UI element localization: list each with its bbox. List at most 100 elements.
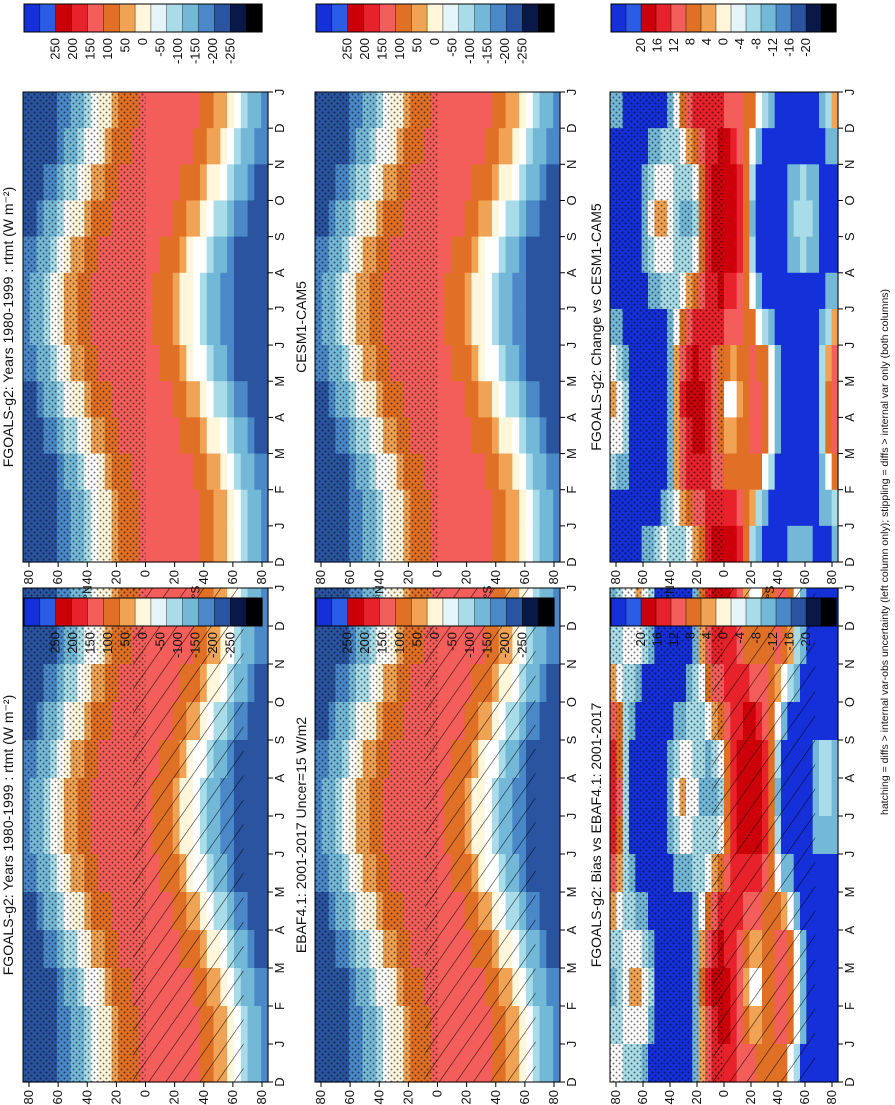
stippling-overlay (315, 588, 438, 1082)
heat-cell (762, 128, 769, 165)
lat-tick-label: 40 (79, 570, 94, 584)
heat-cell (774, 236, 782, 274)
heat-cell (485, 417, 493, 455)
heat-cell (512, 92, 520, 129)
month-tick-label: M (272, 963, 287, 974)
heat-cell (831, 128, 839, 165)
heat-cell (806, 92, 814, 129)
month-tick-label: O (564, 697, 579, 707)
colorbar-tick-label: -50 (444, 632, 459, 651)
heat-cell (743, 453, 750, 491)
heat-cell (254, 345, 262, 382)
heat-cell (743, 272, 750, 310)
heat-cell (825, 272, 833, 310)
heat-cell (774, 489, 782, 527)
colorbar-swatch (610, 597, 627, 627)
heat-cell (261, 381, 269, 418)
heat-cell (498, 489, 507, 527)
heat-cell (172, 128, 181, 165)
colorbar-frame (610, 3, 837, 33)
heat-cell (787, 272, 795, 310)
heat-cell (159, 345, 167, 382)
heat-cell (145, 489, 153, 527)
heat-cell (261, 308, 269, 346)
month-tick-label: D (272, 621, 287, 630)
colorbar-swatch (198, 3, 216, 33)
heat-cell (825, 453, 833, 491)
stippling-overlay (315, 92, 438, 562)
heat-cell (755, 164, 763, 202)
panel-title: FGOALS-g2: Bias vs EBAF4.1: 2001-2017 (588, 702, 604, 967)
heat-cell (193, 164, 201, 202)
heat-cell (532, 92, 541, 129)
heat-cell (505, 92, 513, 129)
heat-cell (755, 272, 763, 310)
heat-cell (553, 92, 561, 129)
colorbar-swatch (820, 3, 837, 33)
heat-cell (254, 778, 262, 817)
heat-cell (743, 417, 750, 455)
colorbar-swatch (166, 3, 184, 33)
month-tick-label: M (272, 376, 287, 387)
heat-cell (186, 345, 194, 382)
heat-cell (806, 308, 814, 346)
heat-cell (145, 164, 153, 202)
heat-cell (213, 128, 221, 165)
heat-cell (498, 308, 507, 346)
heat-cell (512, 164, 520, 202)
heat-cell (186, 308, 194, 346)
colorbar-tick-label: 20 (633, 38, 648, 52)
heat-cell (471, 453, 479, 491)
lat-tick-label: 80 (546, 570, 561, 584)
heat-cell (247, 778, 255, 817)
heat-cell (213, 489, 221, 527)
colorbar-swatch (214, 3, 231, 33)
heat-cell (247, 308, 255, 346)
colorbar-swatch (426, 597, 444, 627)
heat-cell (261, 854, 269, 893)
colorbar-swatch (23, 597, 41, 627)
month-tick-label: S (564, 232, 579, 241)
heat-cell (199, 525, 208, 563)
lat-tick-label: 80 (313, 1090, 328, 1104)
heat-cell (755, 417, 763, 455)
colorbar-swatch (55, 3, 73, 33)
heat-cell (768, 453, 776, 491)
heat-cell (213, 381, 221, 418)
heat-cell (774, 164, 782, 202)
heat-cell (825, 892, 833, 931)
month-tick-label: N (272, 160, 287, 169)
heat-cell (464, 381, 473, 418)
heat-cell (444, 453, 452, 491)
month-tick-label: J (272, 342, 287, 349)
month-tick-label: N (842, 160, 857, 169)
heat-cell (819, 968, 826, 1007)
heat-cell (152, 128, 160, 165)
heat-cell (206, 272, 215, 310)
heat-cell (768, 200, 776, 238)
month-tick-label: J (564, 342, 579, 349)
heat-cell (519, 525, 527, 563)
colorbar-tick-label: -250 (514, 632, 529, 658)
heat-cell (186, 417, 194, 455)
panel-title: EBAF4.1: 2001-2017 Uncer=15 W/m2 (293, 717, 309, 953)
colorbar-tick-label: 20 (633, 632, 648, 646)
lat-tick-label: 40 (196, 1090, 211, 1104)
month-tick-label: J (564, 89, 579, 96)
heat-cell (553, 128, 561, 165)
heat-cell (546, 345, 554, 382)
heat-cell (512, 417, 520, 455)
heat-cell (179, 381, 187, 418)
colorbar-swatch (490, 597, 507, 627)
heat-cell (159, 164, 167, 202)
heat-cell (793, 164, 801, 202)
heat-cell (806, 453, 814, 491)
lat-tick-label: 80 (21, 1090, 36, 1104)
month-tick-label: J (564, 306, 579, 313)
heat-cell (186, 128, 194, 165)
heat-cell (478, 308, 486, 346)
heat-cell (437, 525, 445, 563)
heat-cell (781, 128, 788, 165)
month-tick-label: O (272, 697, 287, 707)
heat-cell (240, 453, 249, 491)
